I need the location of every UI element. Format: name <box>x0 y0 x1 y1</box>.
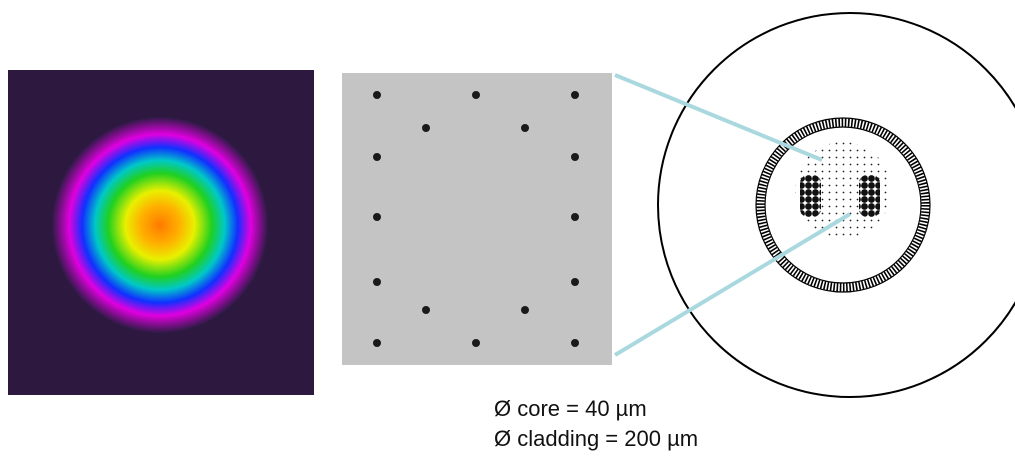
fiber-micrograph <box>342 73 612 365</box>
ring-inner <box>764 126 922 284</box>
ring-hatch <box>756 118 930 292</box>
stress-rod-left <box>800 175 821 217</box>
zoom-line-top <box>614 73 823 162</box>
micro-holes <box>373 91 579 347</box>
stress-rod-right <box>859 175 880 217</box>
caption-cladding: Ø cladding = 200 µm <box>494 426 699 451</box>
beam-profile <box>52 117 268 333</box>
ring-outer <box>755 117 931 293</box>
zoom-line-bottom <box>613 212 852 357</box>
caption-core: Ø core = 40 µm <box>494 396 647 421</box>
